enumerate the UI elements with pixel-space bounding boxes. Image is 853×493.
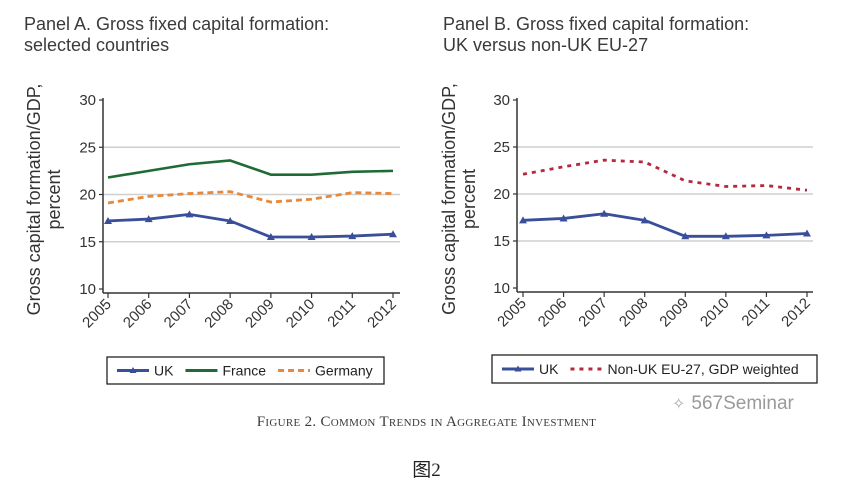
watermark: ✧ 567Seminar [672, 393, 794, 415]
y-tick-label: 10 [493, 280, 510, 297]
y-axis-label: percent [44, 169, 64, 229]
legend: UK Non-UK EU-27, GDP weighted [491, 354, 818, 384]
x-tick-label: 2009 [242, 296, 278, 332]
legend-marker [129, 367, 137, 373]
data-point-marker [803, 229, 811, 237]
y-tick-label: 30 [493, 92, 510, 109]
panel-a-title: Panel A. Gross fixed capital formation: … [24, 14, 330, 55]
x-tick-label: 2012 [778, 295, 814, 331]
data-point-marker [559, 214, 568, 222]
x-tick-label: 2006 [120, 296, 156, 332]
y-axis-label: Gross capital formation/GDP, [439, 83, 459, 315]
data-point-marker [681, 232, 690, 240]
series-line-uk [522, 212, 808, 238]
x-tick-label: 2007 [575, 295, 611, 331]
y-tick-label: 25 [493, 139, 510, 156]
panel-b-title: Panel B. Gross fixed capital formation: … [443, 14, 750, 55]
legend-label: UK [539, 361, 559, 377]
legend-box [106, 356, 385, 385]
data-point-marker [600, 209, 609, 217]
panel-a-plot: 10 15 20 25 30 2005 2006 2007 2008 2009 2010 2011 20… [24, 84, 400, 385]
data-point-marker [762, 231, 771, 239]
legend-label: Germany [315, 363, 373, 379]
x-tick-label: 2011 [324, 296, 359, 331]
x-tick-label: 2005 [79, 296, 115, 332]
data-point-marker [389, 230, 397, 238]
data-point-marker [721, 232, 730, 240]
legend-label: France [222, 363, 266, 379]
series-line-france [107, 159, 394, 179]
legend-label: UK [154, 363, 174, 379]
y-axis-label: Gross capital formation/GDP, [24, 84, 44, 316]
series-line-non-uk-eu-27-gdp-weighted [522, 158, 808, 192]
data-point-marker [307, 233, 316, 241]
x-tick-label: 2007 [161, 296, 197, 332]
figure-sub-caption: 图2 [412, 460, 441, 481]
data-point-marker [519, 216, 527, 224]
data-point-marker [348, 232, 357, 240]
x-tick-label: 2005 [494, 295, 530, 331]
data-point-marker [185, 210, 194, 218]
legend: UK France Germany [106, 356, 385, 385]
y-tick-label: 20 [79, 187, 96, 204]
data-point-marker [266, 233, 275, 241]
wechat-icon: ✧ [672, 396, 686, 413]
y-tick-label: 10 [79, 281, 96, 298]
x-tick-label: 2006 [535, 295, 571, 331]
x-tick-label: 2008 [616, 295, 652, 331]
data-point-marker [144, 215, 153, 223]
x-tick-label: 2010 [697, 295, 733, 331]
panel-b-plot: 10 15 20 25 30 2005 2006 2007 2008 2009 2010 2011 20… [439, 83, 818, 384]
y-tick-label: 30 [79, 92, 96, 109]
x-tick-label: 2008 [201, 296, 237, 332]
x-tick-label: 2010 [283, 296, 319, 332]
data-point-marker [226, 216, 235, 224]
x-tick-label: 2012 [364, 296, 400, 332]
y-axis-label: percent [459, 169, 479, 229]
data-point-marker [640, 216, 649, 224]
y-tick-label: 15 [493, 233, 510, 250]
figure-caption: Figure 2. Common Trends in Aggregate Inv… [256, 414, 597, 430]
y-tick-label: 20 [493, 186, 510, 203]
series-line-uk [107, 212, 394, 239]
legend-box [491, 354, 818, 384]
x-tick-label: 2009 [656, 295, 692, 331]
y-tick-label: 25 [79, 139, 96, 156]
series-line-germany [107, 190, 394, 205]
legend-label: Non-UK EU-27, GDP weighted [607, 361, 798, 377]
x-tick-label: 2011 [738, 295, 773, 330]
watermark-text: 567Seminar [691, 393, 794, 414]
legend-marker [514, 365, 522, 372]
y-tick-label: 15 [79, 234, 96, 251]
data-point-marker [104, 216, 112, 224]
